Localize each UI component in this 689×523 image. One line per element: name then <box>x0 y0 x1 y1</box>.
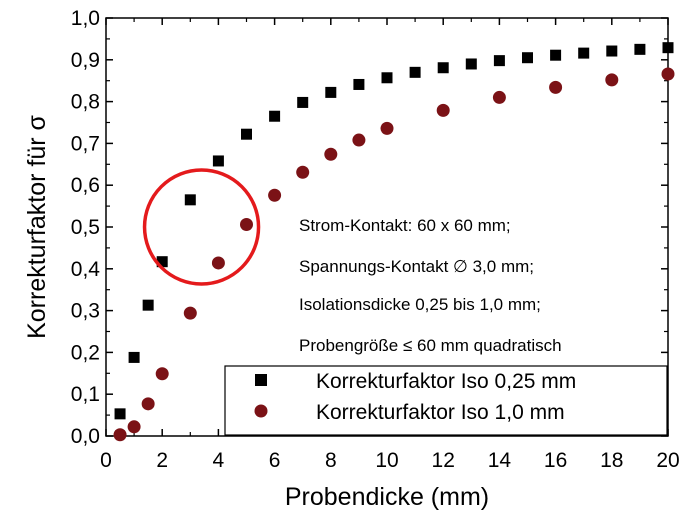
data-point-circle <box>605 73 619 87</box>
data-point-square <box>128 351 140 363</box>
y-tick-label: 0,6 <box>71 174 100 197</box>
y-tick-label: 0,4 <box>71 258 101 281</box>
y-tick-label: 1,0 <box>71 7 100 30</box>
data-point-circle <box>380 121 394 135</box>
x-tick-label: 0 <box>100 449 112 472</box>
data-point-circle <box>240 217 253 231</box>
data-point-square <box>114 408 126 420</box>
data-point-circle <box>296 165 310 179</box>
annotation-line-1: Strom-Kontakt: 60 x 60 mm; <box>299 216 511 235</box>
y-tick-label: 0,3 <box>71 300 100 323</box>
data-point-circle <box>352 133 366 147</box>
data-point-square <box>269 110 281 122</box>
annotation-line-4: Probengröße ≤ 60 mm quadratisch <box>299 336 562 355</box>
x-tick-label: 6 <box>269 449 281 472</box>
x-tick-label: 18 <box>600 449 623 472</box>
data-point-square <box>465 58 477 70</box>
data-point-circle <box>549 80 563 94</box>
data-point-square <box>353 78 365 90</box>
y-tick-label: 0,7 <box>71 132 100 155</box>
data-point-square <box>142 299 154 311</box>
data-point-square <box>409 66 421 78</box>
data-point-circle <box>141 397 155 411</box>
annotation-block: Strom-Kontakt: 60 x 60 mm; Spannungs-Kon… <box>299 216 562 355</box>
annotation-line-3: Isolationsdicke 0,25 bis 1,0 mm; <box>299 295 541 314</box>
y-axis-title: Korrekturfaktor für σ <box>23 115 51 339</box>
y-tick-label: 0,0 <box>71 425 100 448</box>
legend: Korrekturfaktor Iso 0,25 mm Korrekturfak… <box>224 365 668 436</box>
data-point-square <box>381 72 393 84</box>
legend-box <box>224 365 668 436</box>
data-point-square <box>241 128 252 140</box>
x-tick-label: 4 <box>213 449 225 472</box>
data-point-square <box>634 43 646 55</box>
data-point-square <box>662 42 674 54</box>
data-point-circle <box>661 67 675 81</box>
y-tick-label: 0,1 <box>71 383 100 406</box>
data-point-circle <box>211 256 225 270</box>
data-point-square <box>297 96 309 108</box>
data-point-square <box>184 194 196 206</box>
data-point-square <box>578 47 590 59</box>
x-tick-label: 2 <box>156 449 168 472</box>
data-point-square <box>493 55 505 67</box>
data-point-circle <box>268 188 282 202</box>
legend-marker-circle <box>254 404 268 418</box>
x-tick-label: 10 <box>375 449 398 472</box>
x-tick-label: 12 <box>432 449 455 472</box>
x-tick-label: 14 <box>488 449 512 472</box>
data-point-square <box>156 256 168 268</box>
data-point-circle <box>436 103 450 117</box>
data-point-circle <box>127 420 141 434</box>
x-tick-label: 16 <box>544 449 567 472</box>
data-point-square <box>325 86 337 98</box>
data-point-square <box>212 155 224 167</box>
data-point-square <box>550 49 562 61</box>
y-tick-label: 0,5 <box>71 216 100 239</box>
data-point-circle <box>183 306 197 320</box>
data-point-circle <box>324 147 338 161</box>
data-point-circle <box>492 90 506 104</box>
series-1 <box>113 67 675 442</box>
y-tick-label: 0,2 <box>71 341 100 364</box>
y-tick-label: 0,9 <box>71 49 100 72</box>
y-tick-label: 0,8 <box>71 91 100 114</box>
data-point-square <box>522 52 533 64</box>
x-axis-title: Probendicke (mm) <box>285 483 489 511</box>
y-axis: 0,0 0,1 0,2 0,3 0,4 0,5 0,6 0,7 0,8 0,9 1,0 <box>71 7 668 448</box>
legend-label-1: Korrekturfaktor Iso 1,0 mm <box>316 401 565 424</box>
data-point-square <box>606 45 618 57</box>
data-point-square <box>437 62 449 74</box>
legend-label-0: Korrekturfaktor Iso 0,25 mm <box>316 370 576 393</box>
highlight-circle <box>142 168 261 286</box>
annotation-line-2: Spannungs-Kontakt ∅ 3,0 mm; <box>299 257 534 276</box>
data-point-circle <box>113 428 127 442</box>
x-tick-label: 8 <box>325 449 337 472</box>
series-layer <box>113 42 675 442</box>
data-point-circle <box>155 367 169 381</box>
series-0 <box>114 42 674 420</box>
legend-marker-square <box>255 374 267 386</box>
x-tick-label: 20 <box>656 449 679 472</box>
